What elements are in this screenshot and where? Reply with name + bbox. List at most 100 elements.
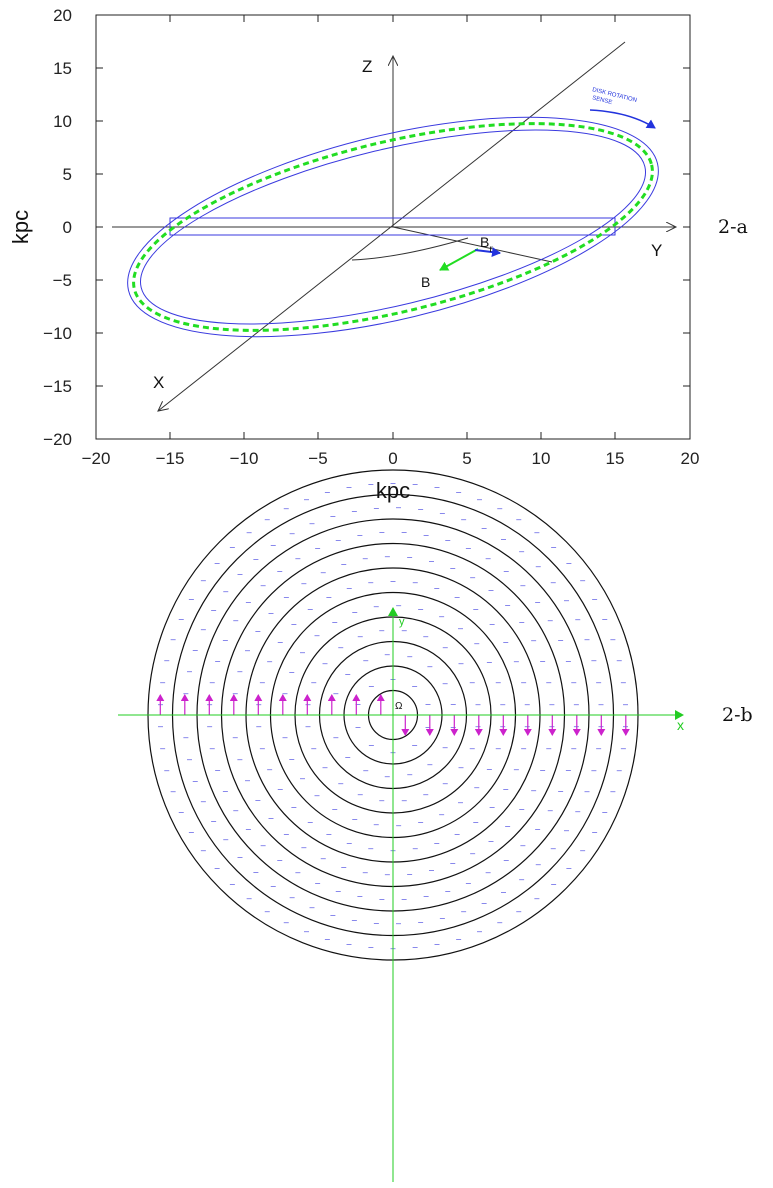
field-dash: – <box>566 655 571 665</box>
field-dash: – <box>385 649 390 659</box>
field-dash: – <box>325 933 330 943</box>
field-dash: – <box>592 826 597 836</box>
field-dash: – <box>305 721 310 731</box>
field-dash: – <box>621 677 626 687</box>
field-dash: – <box>171 786 176 796</box>
field-dash: – <box>519 616 524 626</box>
field-dash: – <box>461 514 466 524</box>
y-axis-label: kpc <box>8 210 33 244</box>
field-dash: – <box>596 743 601 753</box>
field-dash: – <box>345 751 350 761</box>
field-dash: – <box>470 677 475 687</box>
field-dash: – <box>352 915 357 925</box>
field-dash: – <box>341 559 346 569</box>
field-dash: – <box>245 645 250 655</box>
field-dash: – <box>413 942 418 952</box>
field-dash: – <box>439 611 444 621</box>
field-dash: – <box>347 837 352 847</box>
field-dash: – <box>183 688 188 698</box>
field-dash: – <box>358 789 363 799</box>
field-dash: – <box>505 821 510 831</box>
y-tick-label: −20 <box>43 430 72 449</box>
field-dash: – <box>418 504 423 514</box>
field-dash: – <box>551 878 556 888</box>
field-dash: – <box>475 721 480 731</box>
3d-axes <box>112 41 676 411</box>
field-dash: – <box>558 785 563 795</box>
x-tick-label: 15 <box>606 449 625 468</box>
field-dash: – <box>427 759 432 769</box>
field-dash: – <box>497 503 502 513</box>
field-dash: – <box>549 699 554 709</box>
field-dash: – <box>267 764 272 774</box>
field-dash: – <box>424 529 429 539</box>
field-dash: – <box>369 680 374 690</box>
field-dash: – <box>309 902 314 912</box>
field-dash: – <box>500 699 505 709</box>
field-dash: – <box>363 765 368 775</box>
field-dash: – <box>521 743 526 753</box>
field-dash: – <box>575 614 580 624</box>
field-dash: – <box>407 868 412 878</box>
field-dash: – <box>396 502 401 512</box>
field-dash: – <box>278 784 283 794</box>
disk-ring-outer <box>127 116 659 338</box>
radial-line <box>392 226 553 263</box>
field-dash: – <box>584 786 589 796</box>
vector-br <box>474 247 501 258</box>
field-dash: – <box>268 812 273 822</box>
field-dash: – <box>357 891 362 901</box>
field-dash: – <box>300 773 305 783</box>
field-dash: – <box>592 594 597 604</box>
field-dash: – <box>289 754 294 764</box>
y-tick-label: −5 <box>53 271 72 290</box>
field-dash: – <box>531 635 536 645</box>
label-x-axis: X <box>153 373 164 392</box>
field-dash: – <box>301 842 306 852</box>
field-dash: – <box>580 845 585 855</box>
x-tick-label: 10 <box>532 449 551 468</box>
field-dash: – <box>330 909 335 919</box>
panel-label-2a: 2-a <box>718 216 748 238</box>
field-dash: – <box>450 858 455 868</box>
field-dash: – <box>610 634 615 644</box>
field-dash: – <box>564 825 569 835</box>
field-dash: – <box>379 625 384 635</box>
field-dash: – <box>551 843 556 853</box>
field-dash: – <box>519 874 524 884</box>
field-dash: – <box>602 613 607 623</box>
field-dash: – <box>256 721 261 731</box>
field-dash: – <box>233 805 238 815</box>
field-dash: – <box>333 732 338 742</box>
x-axis-3d <box>158 41 626 411</box>
field-dash: – <box>237 666 242 676</box>
field-dash: – <box>341 862 346 872</box>
field-dash: – <box>314 630 319 640</box>
field-dash: – <box>322 762 327 772</box>
field-dash: – <box>215 558 220 568</box>
field-dash: – <box>501 887 506 897</box>
field-dash: – <box>332 616 337 626</box>
field-dash: – <box>490 801 495 811</box>
field-dash: – <box>368 942 373 952</box>
field-dash: – <box>458 762 463 772</box>
field-dash: – <box>315 542 320 552</box>
field-dash: – <box>193 645 198 655</box>
field-dash: – <box>261 840 266 850</box>
field-dash: – <box>265 906 270 916</box>
field-dash: – <box>304 494 309 504</box>
field-dash: – <box>358 631 363 641</box>
field-dash: – <box>309 518 314 528</box>
field-dash: – <box>520 580 525 590</box>
field-dash: – <box>470 572 475 582</box>
field-dash: – <box>521 677 526 687</box>
field-dash: – <box>486 867 491 877</box>
field-dash: – <box>246 597 251 607</box>
field-dash: – <box>379 795 384 805</box>
field-dash: – <box>271 880 276 890</box>
field-dash: – <box>277 565 282 575</box>
field-dash: – <box>352 505 357 515</box>
field-dash: – <box>440 508 445 518</box>
field-dash: – <box>379 527 384 537</box>
field-dash: – <box>575 806 580 816</box>
